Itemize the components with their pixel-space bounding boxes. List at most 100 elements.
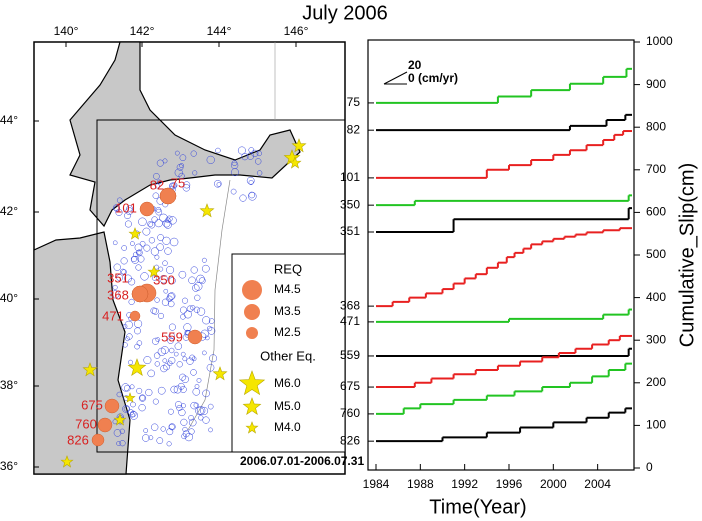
other-quake: [128, 227, 142, 240]
seismic-event: [156, 437, 164, 444]
seismic-event: [147, 221, 154, 228]
repeater-label: 351: [107, 270, 129, 285]
seismic-event: [256, 170, 263, 176]
seismic-event: [173, 351, 179, 357]
scale-label: 20: [408, 58, 422, 72]
lat-tick-label: 40°: [0, 291, 18, 305]
seismic-event: [239, 194, 247, 202]
seismic-event: [128, 409, 134, 416]
seismic-event: [170, 385, 178, 394]
seismic-event: [183, 323, 192, 332]
y2-tick-label: 1000: [646, 34, 673, 48]
seismic-event: [188, 414, 194, 421]
series-label: 82: [347, 122, 361, 136]
seismic-event: [184, 432, 194, 442]
seismic-event: [124, 320, 133, 329]
seismic-event: [120, 257, 128, 265]
seismic-event: [167, 408, 174, 415]
x-tick-label: 2004: [584, 477, 611, 491]
seismic-event: [171, 182, 178, 189]
seismic-event: [130, 255, 137, 263]
seismic-event: [160, 346, 169, 355]
x-tick-label: 1992: [451, 477, 478, 491]
seismic-event: [125, 207, 134, 215]
legend-symbol: [245, 421, 259, 434]
seismic-event: [191, 356, 197, 362]
seismic-event: [129, 410, 137, 418]
seismic-event: [154, 361, 160, 367]
legend-title: REQ: [274, 261, 302, 276]
seismic-event: [151, 423, 159, 431]
seismic-event: [160, 426, 166, 432]
other-quake: [291, 138, 307, 153]
legend-label: M6.0: [274, 376, 301, 390]
seismic-event: [112, 240, 118, 246]
seismic-event: [188, 276, 196, 285]
seismic-event: [182, 426, 188, 433]
seismic-event: [143, 244, 151, 252]
seismic-event: [193, 306, 201, 313]
seismic-event: [206, 155, 215, 165]
x-axis-label: Time(Year): [429, 496, 526, 518]
seismic-event: [161, 298, 170, 306]
seismic-event: [202, 389, 210, 398]
seismic-event: [151, 216, 158, 223]
seismic-event: [174, 150, 180, 156]
seismic-event: [148, 237, 155, 244]
seismic-event: [116, 441, 122, 446]
repeater-label: 350: [153, 272, 175, 287]
seismic-event: [214, 180, 222, 188]
legend-symbol: [246, 327, 258, 339]
seismic-event: [138, 404, 146, 412]
seismic-event: [156, 159, 164, 167]
repeater: [129, 310, 141, 322]
seismic-event: [178, 172, 185, 179]
seismic-event: [190, 401, 198, 410]
seismic-event: [202, 316, 211, 325]
seismic-event: [248, 192, 257, 201]
seismic-event: [169, 182, 176, 189]
seismic-event: [197, 307, 206, 316]
series-label: 675: [340, 379, 360, 393]
chart: 1984 1988 1992 1996 2000 2004 0 100 200 300 400 500…: [340, 34, 698, 518]
other-quake: [212, 366, 228, 381]
seismic-event: [182, 356, 188, 362]
seismic-event: [158, 266, 164, 272]
seismic-event: [179, 386, 187, 393]
seismic-event: [157, 179, 162, 185]
series-label: 350: [340, 197, 360, 211]
seismic-event: [174, 401, 183, 409]
land: [69, 41, 301, 228]
seismic-event: [166, 215, 173, 222]
seismic-event: [195, 406, 204, 416]
x-tick-label: 1984: [363, 477, 390, 491]
x-tick-label: 1996: [496, 477, 523, 491]
seismic-event: [201, 264, 210, 273]
seismic-event: [128, 298, 135, 305]
seismic-event: [179, 373, 187, 381]
y2-tick-label: 300: [646, 332, 666, 346]
lon-tick-label: 140°: [54, 24, 79, 38]
y2-tick-label: 400: [646, 290, 666, 304]
seismic-event: [139, 240, 146, 247]
legend-label: M5.0: [274, 399, 301, 413]
seismic-event: [155, 206, 162, 213]
title: July 2006: [302, 2, 388, 24]
seismic-event: [113, 263, 121, 271]
other-quake: [199, 203, 215, 218]
seismic-event: [116, 197, 123, 204]
seismic-event: [246, 152, 255, 160]
seismic-event: [163, 363, 170, 371]
seismic-event: [180, 351, 186, 357]
series-label: 101: [340, 170, 360, 184]
scale-bar: [383, 71, 408, 85]
seismic-event: [135, 264, 142, 271]
seismic-event: [162, 260, 168, 266]
series-label: 826: [340, 433, 360, 447]
seismic-event: [122, 323, 128, 329]
seismic-event: [119, 440, 126, 447]
seismic-event: [180, 314, 186, 320]
seismic-event: [134, 327, 141, 335]
seismic-event: [166, 441, 172, 447]
